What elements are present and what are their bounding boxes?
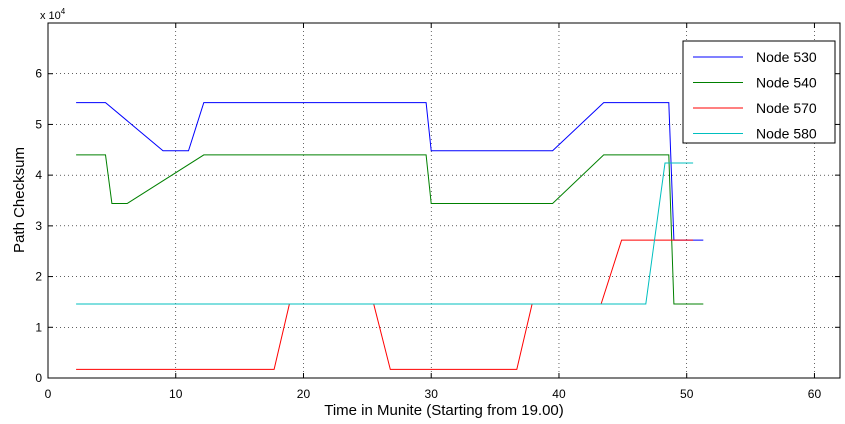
legend-label-node-530: Node 530: [756, 49, 817, 65]
series-lines: [76, 102, 704, 370]
x-tick-label: 30: [425, 387, 439, 401]
x-tick-label: 0: [45, 387, 52, 401]
legend-label-node-540: Node 540: [756, 75, 817, 91]
exponent-label: x 104: [40, 7, 66, 22]
x-tick-label: 20: [297, 387, 311, 401]
y-tick-label: 1: [35, 320, 42, 334]
y-tick-label: 3: [35, 219, 42, 233]
legend-label-node-580: Node 580: [756, 126, 817, 142]
series-line-node-580: [76, 162, 694, 305]
x-tick-label: 50: [680, 387, 694, 401]
y-axis-label: Path Checksum: [11, 147, 28, 253]
series-line-node-570: [76, 239, 694, 370]
x-axis-label: Time in Munite (Starting from 19.00): [324, 402, 564, 419]
series-line-node-540: [76, 154, 704, 305]
x-tick-label: 60: [808, 387, 822, 401]
y-tick-label: 0: [35, 371, 42, 385]
series-line-node-530: [76, 102, 704, 241]
legend-box: [682, 40, 836, 144]
legend-label-node-570: Node 570: [756, 100, 817, 116]
axis-ticks: 0 10 20 30 40 50 60 0 1 2 3 4 5 6: [35, 23, 840, 401]
y-tick-label: 4: [35, 168, 42, 182]
x-tick-label: 10: [169, 387, 183, 401]
legend: Node 530 Node 540 Node 570 Node 580: [682, 40, 836, 144]
y-tick-label: 6: [35, 67, 42, 81]
y-tick-label: 5: [35, 117, 42, 131]
plot-frame: [47, 22, 841, 379]
y-tick-label: 2: [35, 270, 42, 284]
x-tick-label: 40: [552, 387, 566, 401]
